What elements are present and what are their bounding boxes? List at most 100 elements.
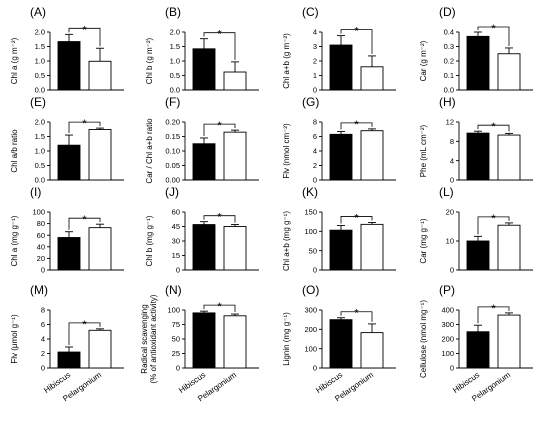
y-axis-title: Cellulose (nmol mg⁻¹)	[419, 300, 428, 378]
y-axis-title: Phe (mL cm⁻²)	[419, 124, 428, 177]
y-tick-label: 4	[313, 147, 317, 156]
y-tick-label: 200	[304, 325, 317, 334]
y-tick-label: 150	[304, 208, 317, 217]
panel-label: (P)	[439, 283, 455, 297]
panel-label: (L)	[439, 185, 454, 199]
bar-hibiscus	[57, 237, 81, 271]
y-tick-label: 300	[304, 306, 317, 315]
y-tick-label: 0	[313, 86, 317, 95]
panel-label: (F)	[165, 95, 180, 109]
y-tick-label: 60	[37, 231, 45, 240]
y-tick-label: 2	[313, 57, 317, 66]
y-tick-label: 1.0	[170, 57, 180, 66]
y-tick-label: 60	[172, 208, 180, 217]
y-tick-label: 45	[172, 222, 180, 231]
y-axis-title: Chl b (g m⁻²)	[145, 37, 154, 84]
y-tick-label: 2.0	[170, 28, 180, 37]
y-tick-label: 0	[176, 266, 180, 275]
y-tick-label: 12	[446, 118, 454, 127]
y-tick-label: 0	[450, 266, 454, 275]
significance-bracket	[340, 29, 373, 54]
panel-label: (N)	[165, 283, 182, 297]
significance-asterisk: *	[491, 303, 496, 315]
y-tick-label: 100	[441, 349, 454, 358]
y-tick-label: 6	[313, 132, 317, 141]
significance-asterisk: *	[217, 301, 222, 313]
y-tick-label: 10	[446, 237, 454, 246]
y-axis-title: Flv (μmol g⁻¹)	[10, 314, 19, 364]
y-tick-label: 0.5	[170, 71, 180, 80]
significance-asterisk: *	[354, 212, 359, 224]
bar-hibiscus	[466, 132, 490, 181]
y-tick-label: 75	[172, 320, 180, 329]
significance-asterisk: *	[82, 24, 87, 36]
panel-label: (J)	[165, 185, 179, 199]
y-tick-label: 0.5	[35, 71, 45, 80]
bar-hibiscus	[329, 44, 353, 91]
y-tick-label: 0	[176, 364, 180, 373]
y-tick-label: 25	[172, 349, 180, 358]
significance-bracket	[203, 123, 236, 136]
bar-pelargonium	[360, 130, 384, 181]
significance-asterisk: *	[354, 308, 359, 320]
significance-asterisk: *	[82, 214, 87, 226]
y-tick-label: 0.00	[165, 176, 180, 185]
y-axis-title: Chl a (mg g⁻¹)	[10, 215, 19, 266]
panel-label: (K)	[302, 185, 318, 199]
y-tick-label: 200	[441, 335, 454, 344]
panel-label: (O)	[302, 283, 319, 297]
bar-pelargonium	[360, 66, 384, 91]
panel-label: (M)	[30, 283, 48, 297]
y-axis-title: Chl a+b (g m⁻²)	[282, 33, 291, 89]
y-tick-label: 0	[450, 364, 454, 373]
significance-bracket	[477, 124, 510, 132]
significance-bracket	[203, 32, 236, 60]
y-tick-label: 20	[446, 208, 454, 217]
y-tick-label: 0.05	[165, 161, 180, 170]
bar-hibiscus	[329, 319, 353, 369]
y-tick-label: 1.0	[35, 57, 45, 66]
y-tick-label: 30	[172, 237, 180, 246]
y-tick-label: 15	[172, 251, 180, 260]
y-tick-label: 400	[441, 306, 454, 315]
bar-pelargonium	[497, 53, 521, 91]
y-tick-label: 300	[441, 320, 454, 329]
panel-label: (I)	[30, 185, 41, 199]
y-tick-label: 8	[450, 137, 454, 146]
significance-asterisk: *	[491, 213, 496, 225]
y-tick-label: 0	[450, 176, 454, 185]
significance-asterisk: *	[491, 23, 496, 35]
y-tick-label: 20	[37, 254, 45, 263]
bar-hibiscus	[329, 133, 353, 181]
y-tick-label: 100	[304, 227, 317, 236]
significance-bracket	[203, 304, 236, 313]
y-tick-label: 0	[313, 176, 317, 185]
y-tick-label: 0	[41, 364, 45, 373]
bar-pelargonium	[497, 224, 521, 271]
y-axis-title: Flv (nmol cm⁻²)	[282, 123, 291, 179]
y-tick-label: 0.15	[165, 132, 180, 141]
y-axis-title: Car (mg g⁻¹)	[419, 218, 428, 263]
y-tick-label: 0.4	[444, 28, 454, 37]
bar-pelargonium	[223, 315, 247, 369]
panel-label: (B)	[165, 5, 181, 19]
y-tick-label: 1.5	[170, 42, 180, 51]
bar-pelargonium	[223, 226, 247, 271]
significance-bracket	[68, 27, 101, 47]
y-tick-label: 40	[37, 242, 45, 251]
bar-hibiscus	[466, 35, 490, 91]
y-tick-label: 100	[304, 344, 317, 353]
y-tick-label: 0	[41, 266, 45, 275]
significance-bracket	[340, 216, 373, 224]
bar-pelargonium	[497, 314, 521, 369]
significance-asterisk: *	[217, 120, 222, 132]
y-axis-title: Chl a/b ratio	[10, 129, 19, 173]
y-tick-label: 0.2	[444, 57, 454, 66]
y-axis-title: Car (g m⁻²)	[419, 40, 428, 81]
y-tick-label: 1.0	[35, 147, 45, 156]
bar-hibiscus	[192, 143, 216, 181]
y-tick-label: 8	[41, 306, 45, 315]
bar-hibiscus	[466, 240, 490, 271]
y-axis-title: Radical scavenging	[140, 304, 149, 373]
